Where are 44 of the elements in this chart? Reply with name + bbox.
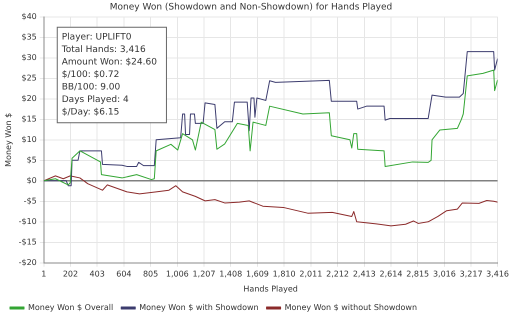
x-tick-label: 403 bbox=[90, 270, 105, 279]
y-tick-label: $20 bbox=[21, 94, 37, 103]
y-tick-label: $0 bbox=[26, 176, 37, 185]
x-tick-label: 1 bbox=[41, 270, 46, 279]
annotation: Days Played: 4 bbox=[62, 94, 129, 105]
x-tick-label: 1,810 bbox=[272, 270, 296, 279]
annotation: $/100: $0.72 bbox=[62, 70, 120, 80]
x-tick-label: 1,609 bbox=[246, 270, 269, 279]
x-tick-label: 805 bbox=[142, 270, 158, 279]
y-tick-label: -$5 bbox=[24, 196, 37, 206]
x-tick-label: 202 bbox=[62, 270, 78, 279]
y-tick-label: -$15 bbox=[18, 237, 37, 246]
y-tick-label: $35 bbox=[21, 32, 37, 42]
chart-title: Money Won (Showdown and Non-Showdown) for Hands Played bbox=[110, 2, 392, 13]
y-axis-title: Money Won $ bbox=[4, 112, 13, 167]
x-tick-label: 1,207 bbox=[192, 270, 216, 279]
y-tick-label: -$10 bbox=[18, 216, 37, 226]
legend-label: Money Won $ without Showdown bbox=[284, 303, 418, 312]
y-tick-label: $30 bbox=[21, 52, 37, 62]
x-tick-label: 604 bbox=[116, 270, 132, 279]
legend-label: Money Won $ Overall bbox=[28, 303, 114, 312]
x-tick-label: 2,815 bbox=[406, 270, 430, 279]
y-tick-label: $10 bbox=[21, 134, 37, 144]
x-tick-label: 3,217 bbox=[460, 270, 483, 279]
y-tick-label: -$20 bbox=[18, 258, 37, 267]
x-tick-label: 3,416 bbox=[486, 270, 509, 279]
annotation: BB/100: 9.00 bbox=[62, 82, 121, 92]
y-tick-label: $5 bbox=[26, 155, 37, 164]
annotation: Player: UPLIFT0 bbox=[62, 32, 132, 42]
y-tick-label: $40 bbox=[21, 12, 37, 21]
x-tick-label: 1,408 bbox=[219, 270, 242, 279]
x-axis-title: Hands Played bbox=[243, 284, 298, 294]
y-tick-label: $15 bbox=[21, 114, 37, 124]
annotation: $/Day: $6.15 bbox=[62, 107, 120, 118]
annotation: Total Hands: 3,416 bbox=[60, 44, 146, 55]
x-tick-label: 2,212 bbox=[326, 270, 350, 279]
y-tick-label: $25 bbox=[21, 73, 37, 82]
annotation: Amount Won: $24.60 bbox=[62, 57, 158, 68]
x-tick-label: 2,413 bbox=[352, 270, 376, 279]
x-tick-label: 3,016 bbox=[432, 270, 456, 279]
x-tick-label: 2,011 bbox=[299, 270, 322, 279]
legend-label: Money Won $ with Showdown bbox=[139, 303, 259, 312]
x-tick-label: 1,006 bbox=[166, 270, 189, 279]
x-tick-label: 2,614 bbox=[380, 270, 402, 279]
